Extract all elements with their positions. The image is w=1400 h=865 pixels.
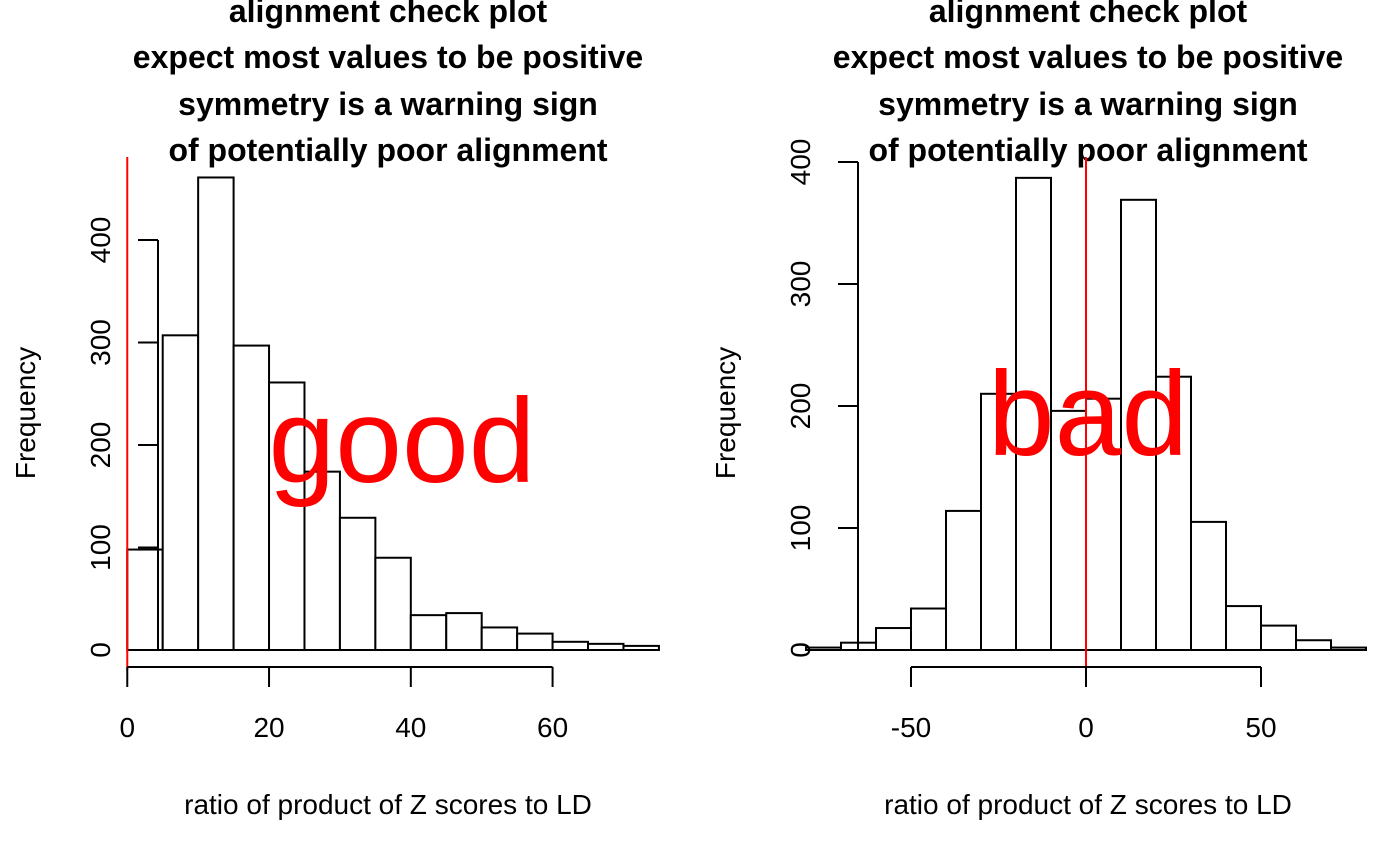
histogram-bar xyxy=(587,642,625,651)
y-tick-label: 0 xyxy=(785,642,816,658)
y-tick-label: 200 xyxy=(85,422,116,469)
histogram-panel-bad: alignment check plot expect most values … xyxy=(710,0,1367,820)
x-tick-label: 0 xyxy=(1078,712,1094,743)
x-tick-label: 40 xyxy=(395,712,426,743)
y-tick-label: 300 xyxy=(785,261,816,308)
title-line-3: symmetry is a warning sign xyxy=(178,86,598,122)
histogram-bar xyxy=(1155,375,1192,651)
histogram-bar xyxy=(480,626,519,652)
title-line-1: alignment check plot xyxy=(929,0,1248,29)
x-tick-label: 0 xyxy=(119,712,135,743)
chart-title: alignment check plot expect most values … xyxy=(133,0,643,168)
histogram-bar xyxy=(1260,624,1297,651)
y-axis: 0 100 200 300 400 xyxy=(85,217,159,658)
y-axis: 0 100 200 300 400 xyxy=(785,139,859,658)
histogram-bar xyxy=(1225,605,1262,652)
histogram-bar xyxy=(875,627,912,651)
x-axis-label: ratio of product of Z scores to LD xyxy=(184,789,592,820)
y-tick-label: 100 xyxy=(85,524,116,571)
y-tick-label: 300 xyxy=(85,319,116,366)
histogram-bar xyxy=(910,607,947,652)
histogram-bar xyxy=(303,470,341,651)
histogram-bar xyxy=(1050,409,1087,651)
histogram-panel-good: alignment check plot expect most values … xyxy=(10,0,660,820)
histogram-bar xyxy=(232,344,271,651)
histogram-bar xyxy=(551,640,590,651)
x-axis: 0 20 40 60 xyxy=(119,666,568,743)
title-line-2: expect most values to be positive xyxy=(833,39,1343,75)
histogram-bars xyxy=(805,176,1367,652)
y-tick-label: 0 xyxy=(85,642,116,658)
x-tick-label: 60 xyxy=(537,712,568,743)
title-line-2: expect most values to be positive xyxy=(133,39,643,75)
histogram-bar xyxy=(1120,198,1157,651)
histogram-bar xyxy=(338,516,377,652)
histogram-bar xyxy=(945,509,982,652)
histogram-bar xyxy=(197,176,235,651)
histogram-bar xyxy=(622,644,660,652)
annotation-good: good xyxy=(269,374,536,508)
histogram-bar xyxy=(374,556,412,651)
y-tick-label: 200 xyxy=(785,383,816,430)
histogram-bar xyxy=(1330,646,1367,651)
annotation-bad: bad xyxy=(988,347,1188,481)
x-tick-label: 20 xyxy=(253,712,284,743)
histogram-bar xyxy=(980,392,1017,651)
histogram-bar xyxy=(1190,520,1227,652)
x-axis: -50 0 50 xyxy=(891,666,1277,743)
histogram-bar xyxy=(1085,397,1122,651)
x-tick-label: 50 xyxy=(1245,712,1276,743)
histogram-bar xyxy=(516,632,554,651)
histogram-bar xyxy=(161,334,200,651)
y-tick-label: 400 xyxy=(785,139,816,186)
x-axis-label: ratio of product of Z scores to LD xyxy=(884,789,1292,820)
y-tick-label: 100 xyxy=(785,505,816,552)
histogram-bar xyxy=(268,381,306,651)
y-axis-label: Frequency xyxy=(710,347,741,479)
chart-title: alignment check plot expect most values … xyxy=(833,0,1343,168)
title-line-4: of potentially poor alignment xyxy=(168,132,607,168)
y-tick-label: 400 xyxy=(85,217,116,264)
title-line-3: symmetry is a warning sign xyxy=(878,86,1298,122)
title-line-4: of potentially poor alignment xyxy=(868,132,1307,168)
y-axis-label: Frequency xyxy=(10,347,41,479)
histogram-bars xyxy=(126,176,660,652)
title-line-1: alignment check plot xyxy=(229,0,548,29)
histogram-bar xyxy=(1295,639,1332,651)
histogram-bar xyxy=(445,612,483,651)
histogram-bar xyxy=(409,614,448,652)
x-tick-label: -50 xyxy=(891,712,931,743)
